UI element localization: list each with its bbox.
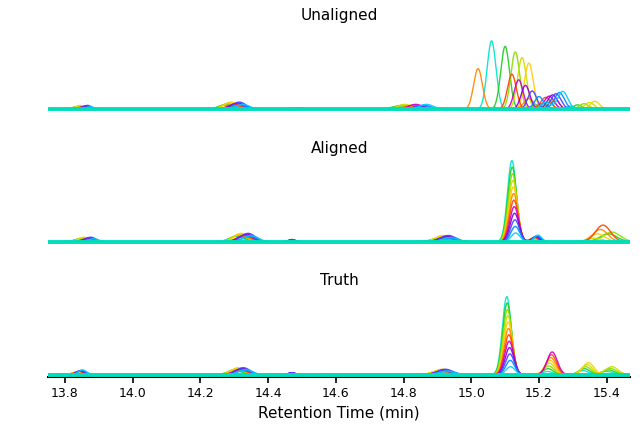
Title: Aligned: Aligned [310, 141, 368, 156]
X-axis label: Retention Time (min): Retention Time (min) [259, 406, 420, 421]
Title: Truth: Truth [320, 273, 358, 288]
Title: Unaligned: Unaligned [301, 8, 378, 23]
